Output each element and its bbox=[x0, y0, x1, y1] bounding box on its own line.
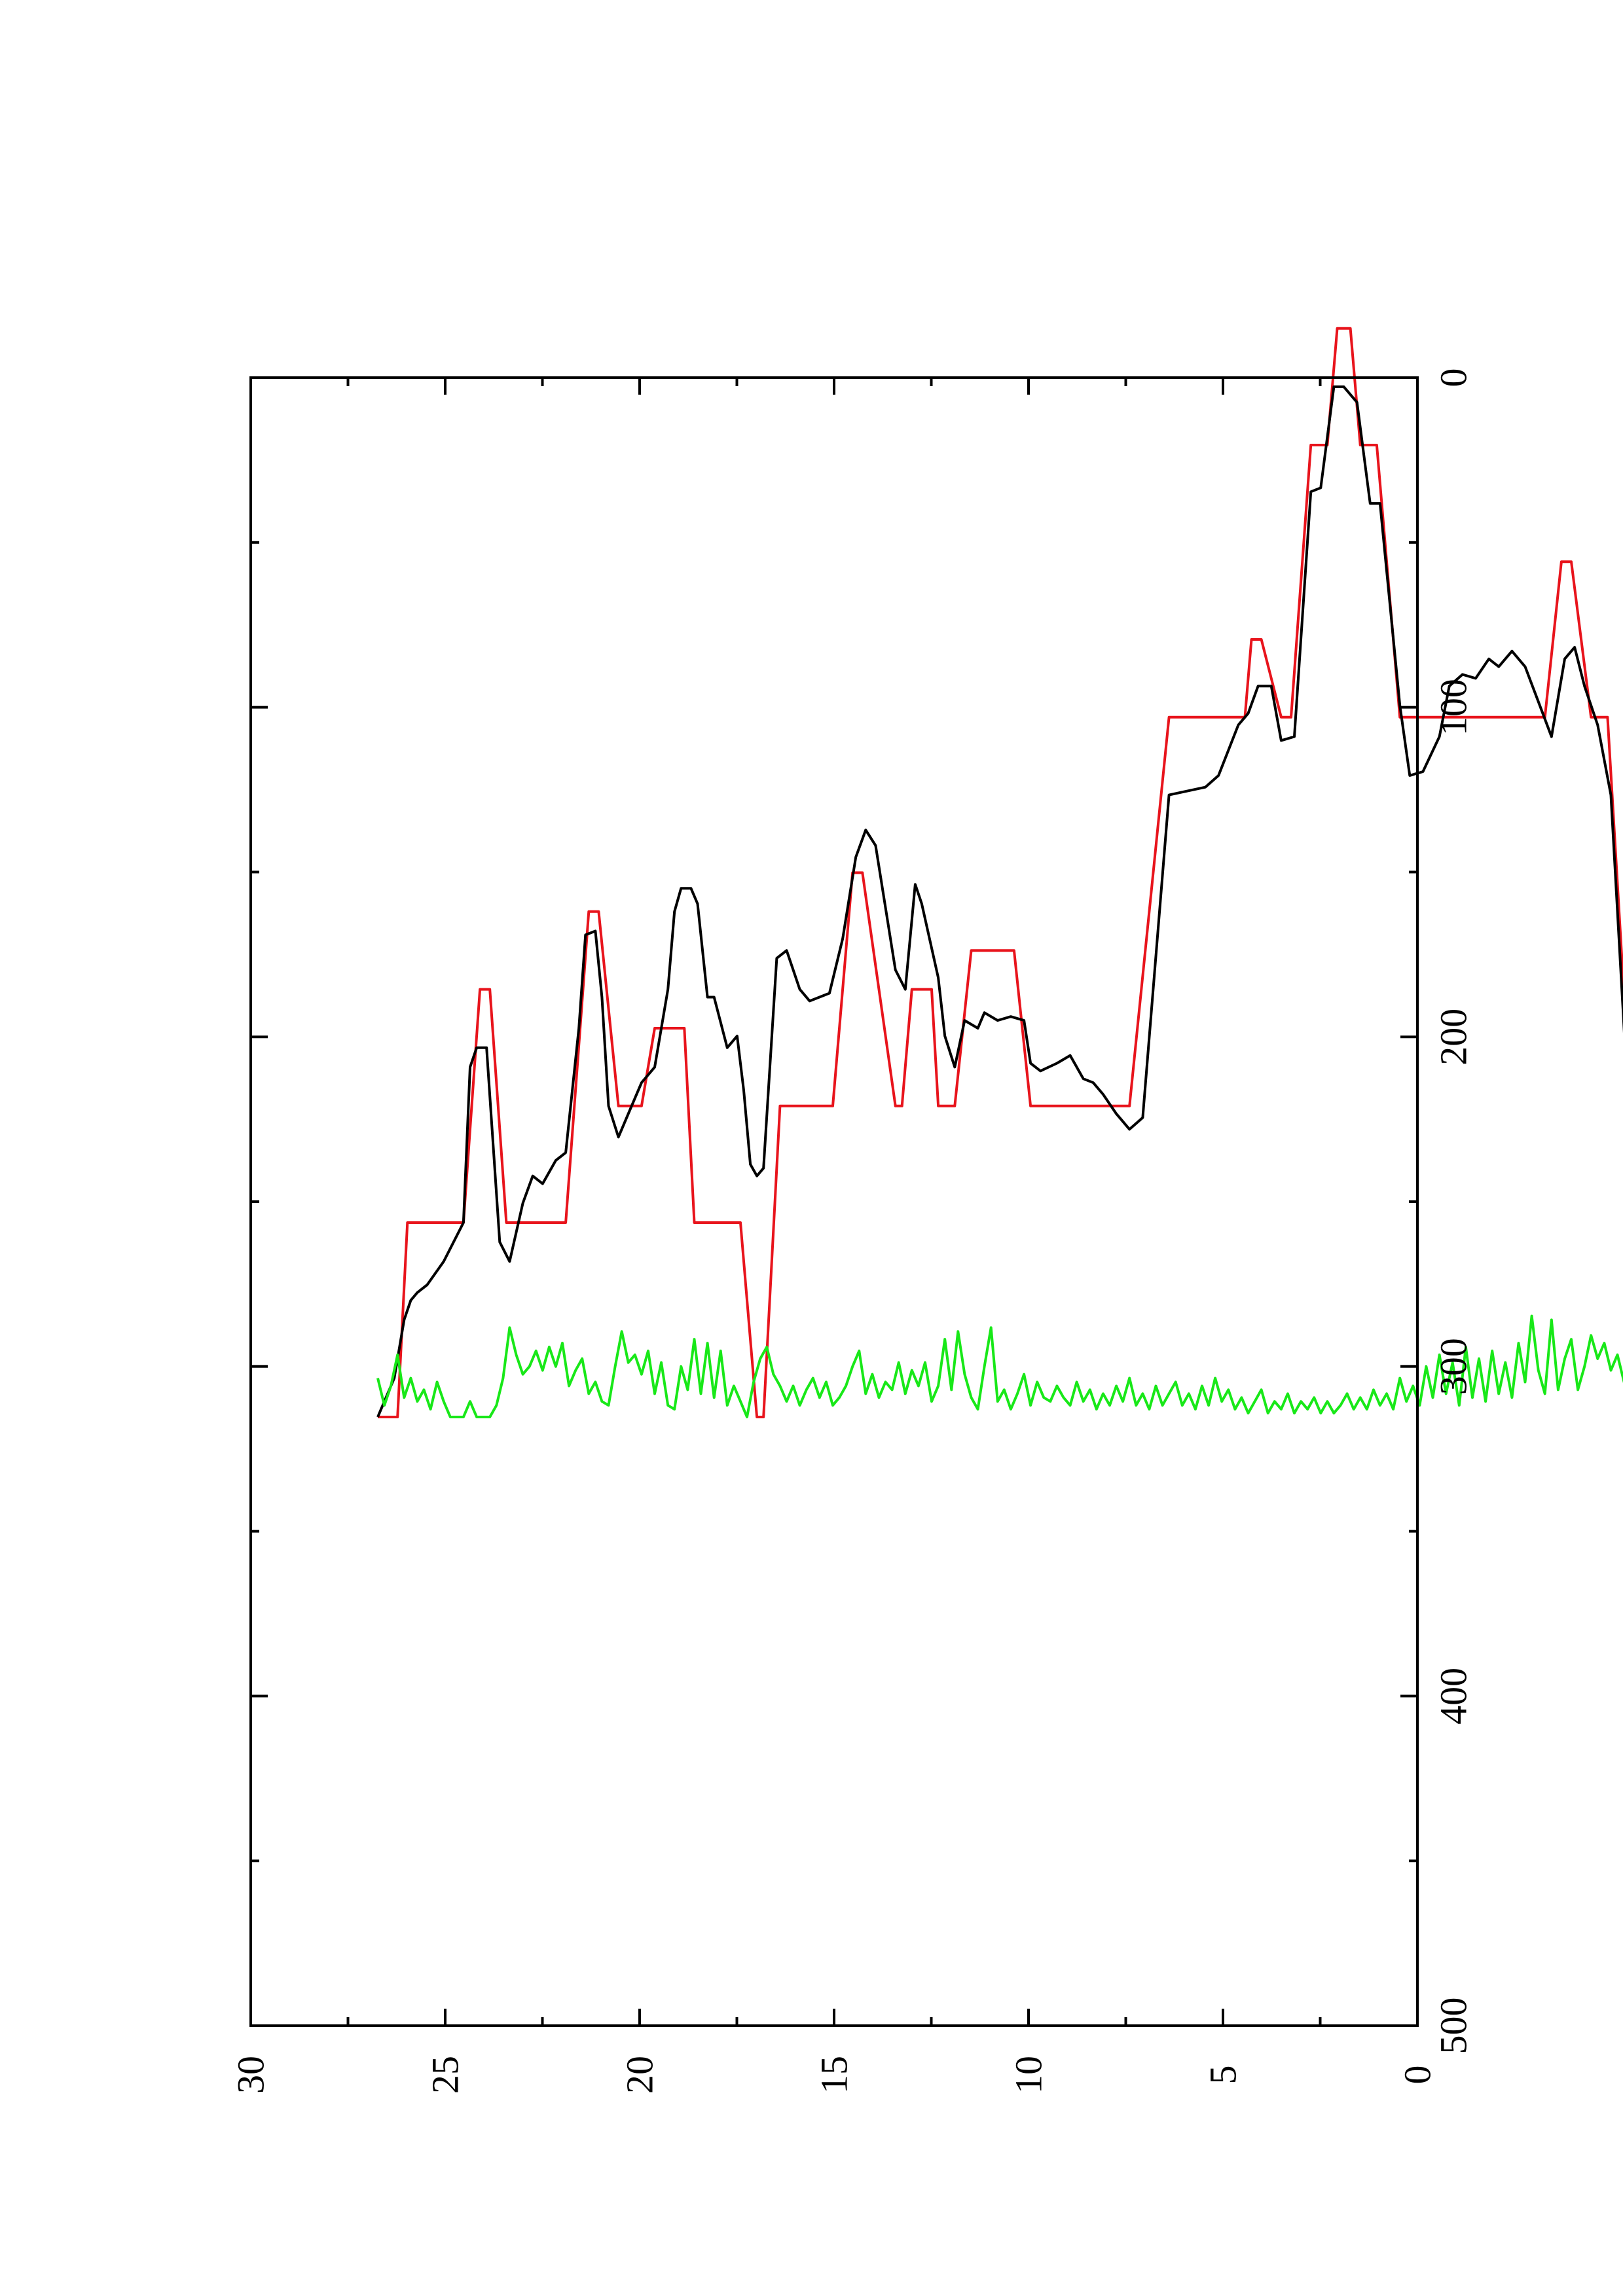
x-tick-label: 200 bbox=[1432, 1009, 1475, 1066]
axis-layer: 0 100 200 300 400 500 0 5 10 15 20 25 30 bbox=[230, 368, 1475, 2094]
y-tick-label: 20 bbox=[619, 2056, 661, 2094]
x-tick-label: 500 bbox=[1432, 1998, 1475, 2054]
y-tick-label: 25 bbox=[424, 2056, 467, 2094]
y-tick-label: 10 bbox=[1008, 2056, 1050, 2094]
series-black-line bbox=[376, 385, 1623, 1418]
y-tick-label: 30 bbox=[230, 2056, 272, 2094]
series-layer bbox=[376, 327, 1623, 1418]
x-tick-label: 100 bbox=[1432, 679, 1475, 736]
series-red-step-line bbox=[378, 327, 1623, 1418]
y-tick-label: 5 bbox=[1202, 2066, 1245, 2085]
y-tick-label: 0 bbox=[1396, 2066, 1439, 2085]
x-tick-label: 400 bbox=[1432, 1668, 1475, 1725]
series-green-line bbox=[376, 1314, 1623, 1418]
x-tick-label: 0 bbox=[1432, 368, 1475, 387]
x-tick-label: 300 bbox=[1432, 1338, 1475, 1395]
y-tick-label: 15 bbox=[813, 2056, 856, 2094]
